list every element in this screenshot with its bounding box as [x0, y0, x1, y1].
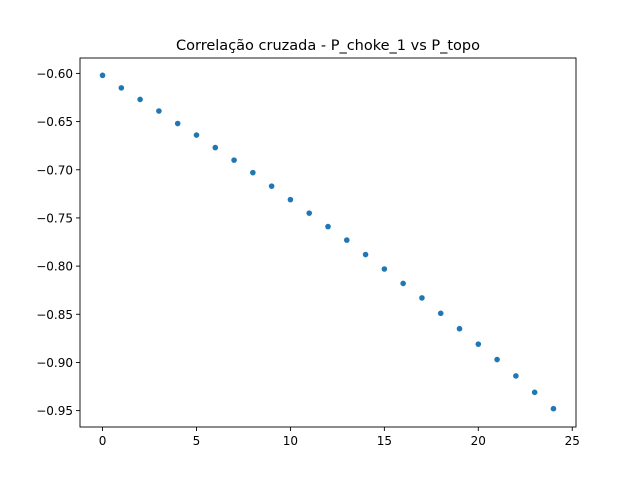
data-point: [475, 341, 482, 347]
data-point: [456, 325, 463, 332]
data-point: [174, 120, 181, 127]
y-tick-label: −0.60: [36, 67, 73, 81]
data-point: [231, 157, 237, 163]
x-tick-label: 20: [471, 434, 486, 448]
data-point: [212, 144, 219, 151]
y-tick-label: −0.95: [36, 404, 73, 418]
y-tick-label: −0.90: [36, 356, 73, 370]
y-tick-label: −0.80: [36, 260, 73, 274]
data-point: [287, 196, 294, 203]
data-point: [419, 295, 425, 301]
data-point: [268, 183, 275, 189]
data-point: [362, 251, 369, 258]
data-point: [381, 266, 388, 272]
data-point: [343, 237, 350, 243]
data-point: [99, 72, 106, 79]
data-point: [531, 389, 538, 396]
data-point: [513, 373, 519, 379]
plot-area: 0 5 10 15 20 25 −0.60 −0.65 −0.70 −0.75 −0.80 −0.85…: [36, 57, 580, 448]
data-point: [156, 108, 162, 114]
x-tick-label: 25: [565, 434, 580, 448]
data-point: [306, 210, 313, 216]
data-point: [494, 356, 500, 363]
y-tick-label: −0.75: [36, 211, 73, 225]
y-tick-label: −0.70: [36, 163, 73, 177]
x-tick-label: 15: [377, 434, 392, 448]
data-point: [137, 96, 143, 103]
data-point: [250, 169, 256, 176]
data-point: [325, 223, 331, 230]
data-point: [400, 280, 406, 287]
data-point: [118, 85, 125, 91]
x-tick-label: 0: [99, 434, 107, 448]
x-tick-label: 10: [283, 434, 298, 448]
x-tick-label: 5: [193, 434, 201, 448]
data-point: [193, 132, 200, 138]
y-tick-label: −0.85: [36, 308, 73, 322]
data-point: [437, 310, 444, 317]
chart-title: Correlação cruzada - P_choke_1 vs P_topo: [176, 38, 480, 54]
y-tick-label: −0.65: [36, 115, 73, 129]
axes-frame: [79, 57, 577, 428]
data-point: [550, 405, 557, 412]
